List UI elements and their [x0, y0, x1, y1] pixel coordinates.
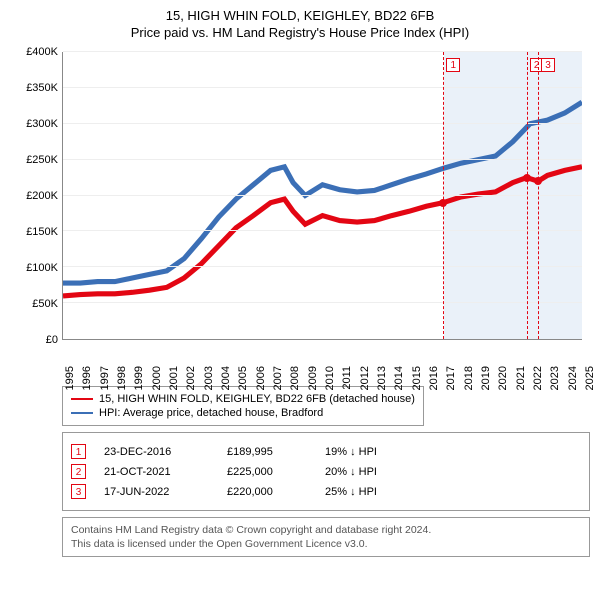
sale-vline: [527, 52, 528, 339]
plot-area: 123: [62, 52, 582, 340]
x-axis-label: 2008: [289, 366, 301, 402]
sale-marker-badge: 3: [541, 58, 555, 72]
title-address: 15, HIGH WHIN FOLD, KEIGHLEY, BD22 6FB: [10, 8, 590, 23]
sale-price: £189,995: [227, 446, 307, 458]
x-axis-label: 2012: [359, 366, 371, 402]
y-axis-label: £200K: [18, 190, 58, 202]
x-axis-label: 2001: [168, 366, 180, 402]
grid-line: [63, 123, 582, 124]
legend-label: HPI: Average price, detached house, Brad…: [99, 407, 323, 419]
grid-line: [63, 159, 582, 160]
chart-area: 123 £0 £50K £100K £150K £200K £250K £300K £350K…: [10, 48, 590, 378]
sale-badge: 2: [71, 464, 86, 479]
title-subtitle: Price paid vs. HM Land Registry's House …: [10, 25, 590, 40]
x-axis-label: 1997: [99, 366, 111, 402]
sale-row: 2 21-OCT-2021 £225,000 20% ↓ HPI: [71, 464, 581, 479]
y-axis-label: £400K: [18, 46, 58, 58]
legend-item: HPI: Average price, detached house, Brad…: [71, 407, 415, 419]
y-axis-label: £250K: [18, 154, 58, 166]
x-axis-label: 2013: [376, 366, 388, 402]
x-axis-label: 2000: [151, 366, 163, 402]
x-axis-label: 2010: [324, 366, 336, 402]
sales-box: 1 23-DEC-2016 £189,995 19% ↓ HPI 2 21-OCT-202…: [62, 432, 590, 511]
x-axis-label: 2019: [480, 366, 492, 402]
y-axis-label: £350K: [18, 82, 58, 94]
x-axis-label: 2004: [220, 366, 232, 402]
x-axis-label: 2025: [584, 366, 596, 402]
x-axis-label: 2011: [341, 366, 353, 402]
sale-date: 23-DEC-2016: [104, 446, 209, 458]
x-axis-label: 2018: [463, 366, 475, 402]
y-axis-label: £300K: [18, 118, 58, 130]
grid-line: [63, 195, 582, 196]
x-axis-label: 2003: [203, 366, 215, 402]
sale-dot: [523, 174, 531, 182]
x-axis-label: 1999: [133, 366, 145, 402]
y-axis-label: £0: [18, 334, 58, 346]
x-axis-label: 2002: [185, 366, 197, 402]
grid-line: [63, 302, 582, 303]
x-axis-label: 2017: [445, 366, 457, 402]
sale-diff: 25% ↓ HPI: [325, 486, 377, 498]
x-axis-label: 2016: [428, 366, 440, 402]
sale-price: £225,000: [227, 466, 307, 478]
series-hpi: [63, 102, 582, 283]
y-axis-label: £150K: [18, 226, 58, 238]
sale-vline: [443, 52, 444, 339]
grid-line: [63, 266, 582, 267]
x-axis-label: 2024: [567, 366, 579, 402]
x-axis-label: 2023: [549, 366, 561, 402]
x-axis-label: 2022: [532, 366, 544, 402]
attribution-box: Contains HM Land Registry data © Crown c…: [62, 517, 590, 557]
x-axis-label: 2009: [307, 366, 319, 402]
sale-badge: 1: [71, 444, 86, 459]
sale-diff: 20% ↓ HPI: [325, 466, 377, 478]
x-axis-label: 2015: [411, 366, 423, 402]
sale-dot: [439, 199, 447, 207]
sale-diff: 19% ↓ HPI: [325, 446, 377, 458]
sale-row: 1 23-DEC-2016 £189,995 19% ↓ HPI: [71, 444, 581, 459]
grid-line: [63, 51, 582, 52]
x-axis-label: 1995: [64, 366, 76, 402]
sale-badge: 3: [71, 484, 86, 499]
sale-date: 21-OCT-2021: [104, 466, 209, 478]
x-axis-label: 1996: [81, 366, 93, 402]
attribution-line-1: Contains HM Land Registry data © Crown c…: [71, 523, 581, 537]
sale-date: 17-JUN-2022: [104, 486, 209, 498]
line-svg: [63, 52, 582, 339]
x-axis-label: 1998: [116, 366, 128, 402]
x-axis-label: 2020: [497, 366, 509, 402]
y-axis-label: £50K: [18, 298, 58, 310]
chart-container: 15, HIGH WHIN FOLD, KEIGHLEY, BD22 6FB P…: [0, 0, 600, 565]
attribution-line-2: This data is licensed under the Open Gov…: [71, 537, 581, 551]
x-axis-label: 2021: [515, 366, 527, 402]
sale-vline: [538, 52, 539, 339]
x-axis-label: 2007: [272, 366, 284, 402]
sale-row: 3 17-JUN-2022 £220,000 25% ↓ HPI: [71, 484, 581, 499]
x-axis-label: 2005: [237, 366, 249, 402]
title-block: 15, HIGH WHIN FOLD, KEIGHLEY, BD22 6FB P…: [10, 8, 590, 40]
y-axis-label: £100K: [18, 262, 58, 274]
sale-marker-badge: 1: [446, 58, 460, 72]
grid-line: [63, 230, 582, 231]
sale-price: £220,000: [227, 486, 307, 498]
x-axis-label: 2014: [393, 366, 405, 402]
legend-swatch: [71, 412, 93, 414]
x-axis-label: 2006: [255, 366, 267, 402]
grid-line: [63, 87, 582, 88]
